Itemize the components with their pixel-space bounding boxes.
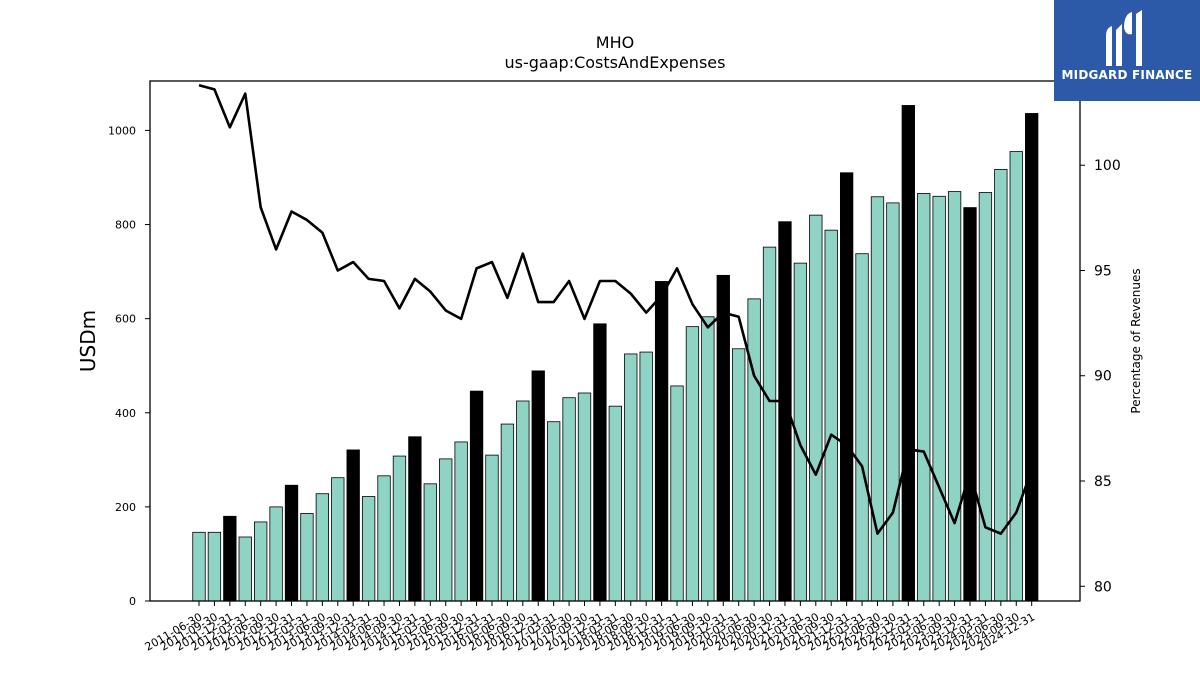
y-right-tick-label: 80: [1094, 579, 1112, 595]
y-left-tick-label: 600: [115, 313, 136, 326]
percentage-line: [198, 83, 1033, 535]
bar: [300, 513, 314, 602]
bar: [994, 169, 1008, 602]
bar: [254, 521, 268, 602]
y-right-tick-label: 85: [1094, 474, 1112, 490]
bar: [485, 454, 499, 602]
bar-series: [192, 105, 1039, 602]
bar: [238, 536, 252, 602]
bar: [423, 483, 437, 602]
y-left-tick-label: 800: [115, 219, 136, 232]
bar: [331, 477, 345, 602]
line-series: [198, 83, 1033, 535]
bar: [870, 196, 885, 602]
bar: [932, 195, 946, 602]
y-right-tick-label: 90: [1094, 369, 1112, 385]
bar: [346, 449, 360, 602]
bar: [963, 207, 977, 602]
bar: [670, 385, 684, 602]
y-right-tick-label: 95: [1094, 263, 1112, 279]
bar: [469, 390, 484, 602]
bar: [762, 246, 777, 602]
bar: [716, 274, 730, 602]
bar: [809, 214, 823, 602]
bar: [516, 400, 530, 602]
bar: [978, 192, 993, 602]
bar: [917, 193, 931, 602]
bar: [701, 316, 715, 602]
bar: [654, 281, 669, 602]
y-axis-right-label: Percentage of Revenues: [1129, 268, 1143, 413]
bar: [886, 202, 900, 602]
bar: [608, 405, 622, 602]
axes: 02004006008001000808590951002011-06-3020…: [108, 80, 1121, 654]
bar: [315, 493, 330, 602]
bar: [377, 475, 391, 602]
bar: [223, 515, 237, 602]
y-left-tick-label: 400: [115, 407, 136, 420]
bar: [732, 348, 746, 602]
bar: [531, 370, 545, 602]
chart-title: MHO: [596, 33, 634, 52]
company-logo: MIDGARD FINANCE: [1054, 0, 1200, 101]
bar: [855, 253, 869, 602]
bar: [269, 506, 283, 602]
bar: [500, 423, 515, 602]
bar: [454, 441, 468, 602]
bar: [562, 397, 576, 602]
y-axis-left-label: USDm: [76, 310, 100, 372]
bar: [593, 323, 607, 602]
bar: [361, 496, 376, 602]
bar: [1025, 113, 1039, 602]
bar: [392, 455, 407, 602]
bar: [824, 229, 838, 602]
bar: [192, 531, 206, 602]
bar: [947, 191, 962, 602]
bar: [439, 458, 453, 602]
bar: [901, 105, 915, 602]
bar: [685, 326, 700, 602]
bar: [547, 421, 561, 602]
bar: [839, 172, 854, 602]
bar: [639, 351, 653, 602]
bar: [577, 392, 592, 602]
y-left-tick-label: 0: [129, 595, 136, 608]
bar: [284, 484, 299, 602]
y-left-tick-label: 1000: [108, 124, 136, 137]
bar: [408, 436, 422, 602]
bar: [207, 531, 222, 602]
logo-text: MIDGARD FINANCE: [1061, 68, 1193, 82]
logo-mark-icon: [1106, 10, 1142, 66]
bar: [747, 298, 761, 602]
chart-subtitle: us-gaap:CostsAndExpenses: [505, 53, 726, 72]
bar: [1009, 151, 1023, 602]
bar: [624, 353, 638, 602]
y-right-tick-label: 100: [1094, 158, 1121, 174]
y-left-tick-label: 200: [115, 501, 136, 514]
